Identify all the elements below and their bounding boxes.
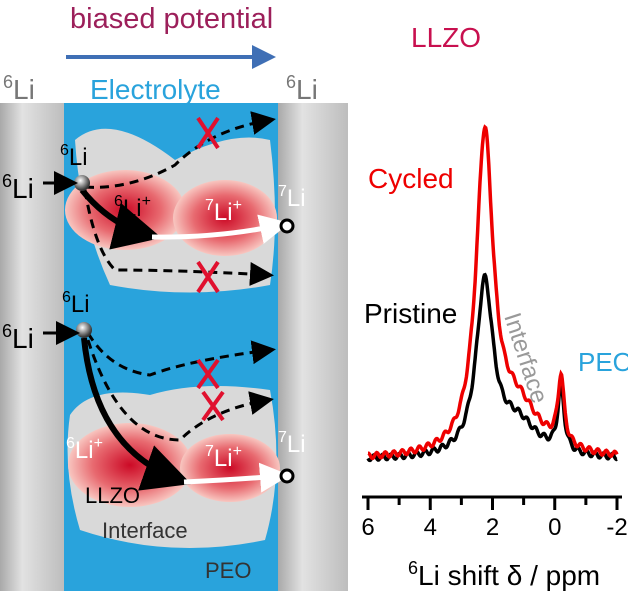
legend-pristine: Pristine — [364, 298, 457, 329]
llzo-annotation: LLZO — [411, 22, 481, 53]
spectrum-pristine — [366, 272, 618, 463]
upper-exchange-arrow — [151, 214, 290, 244]
upper-li7-atom — [279, 218, 295, 234]
x-tick-label: 0 — [548, 514, 561, 541]
lower-blocked-path-top — [86, 332, 276, 377]
lower-ion-li7: 7Li+ — [205, 443, 242, 472]
biased-potential-label: biased potential — [70, 3, 273, 35]
lower-li6-atom — [76, 322, 92, 338]
nmr-spectrum-plot: 6 4 2 0 -2 6Li shift δ / ppm LLZO Cycled Pri… — [361, 22, 628, 591]
upper-ion-li7: 7Li+ — [205, 197, 242, 226]
upper-target-li: 7Li — [278, 183, 306, 212]
upper-blocked-path-bottom — [83, 189, 274, 286]
x-tick-label: 4 — [424, 514, 437, 541]
lower-transfer-arrow — [81, 337, 192, 491]
x-tick-label: 2 — [486, 514, 499, 541]
spectrum-cycled — [367, 124, 619, 461]
electrolyte-label: Electrolyte — [90, 74, 221, 105]
lower-peo-label: PEO — [205, 558, 251, 583]
lower-ion-li6: 6Li+ — [66, 435, 103, 464]
upper-incoming-li: 6Li — [2, 171, 34, 204]
upper-blocked-x-icons — [196, 116, 220, 294]
upper-blocked-path-top — [84, 111, 276, 189]
lower-blocked-x-icons — [196, 358, 225, 422]
upper-ion-li6: 6Li+ — [114, 193, 151, 222]
upper-source-li: 6Li — [60, 142, 88, 171]
lower-blocked-path-middle — [86, 339, 274, 442]
lower-interface-label: Interface — [102, 518, 188, 543]
x-tick-label: 6 — [361, 514, 374, 541]
lower-source-li: 6Li — [62, 289, 90, 318]
lower-incoming-li: 6Li — [2, 321, 34, 354]
right-electrode-label: 6Li — [286, 72, 318, 105]
lower-llzo-grain-2 — [180, 434, 280, 502]
left-electrode-label: 6Li — [3, 72, 35, 105]
x-tick-label: -2 — [606, 514, 627, 541]
upper-transfer-arrow — [79, 188, 162, 250]
lower-target-li: 7Li — [278, 429, 306, 458]
x-axis-label: 6Li shift δ / ppm — [408, 558, 600, 591]
upper-li6-atom — [74, 175, 90, 191]
legend-cycled: Cycled — [368, 163, 454, 194]
lower-llzo-label: LLZO — [85, 483, 140, 508]
peo-annotation: PEO — [578, 347, 628, 377]
lower-exchange-arrow — [183, 462, 290, 493]
right-electrode — [278, 103, 348, 591]
lower-li7-atom — [279, 468, 295, 484]
